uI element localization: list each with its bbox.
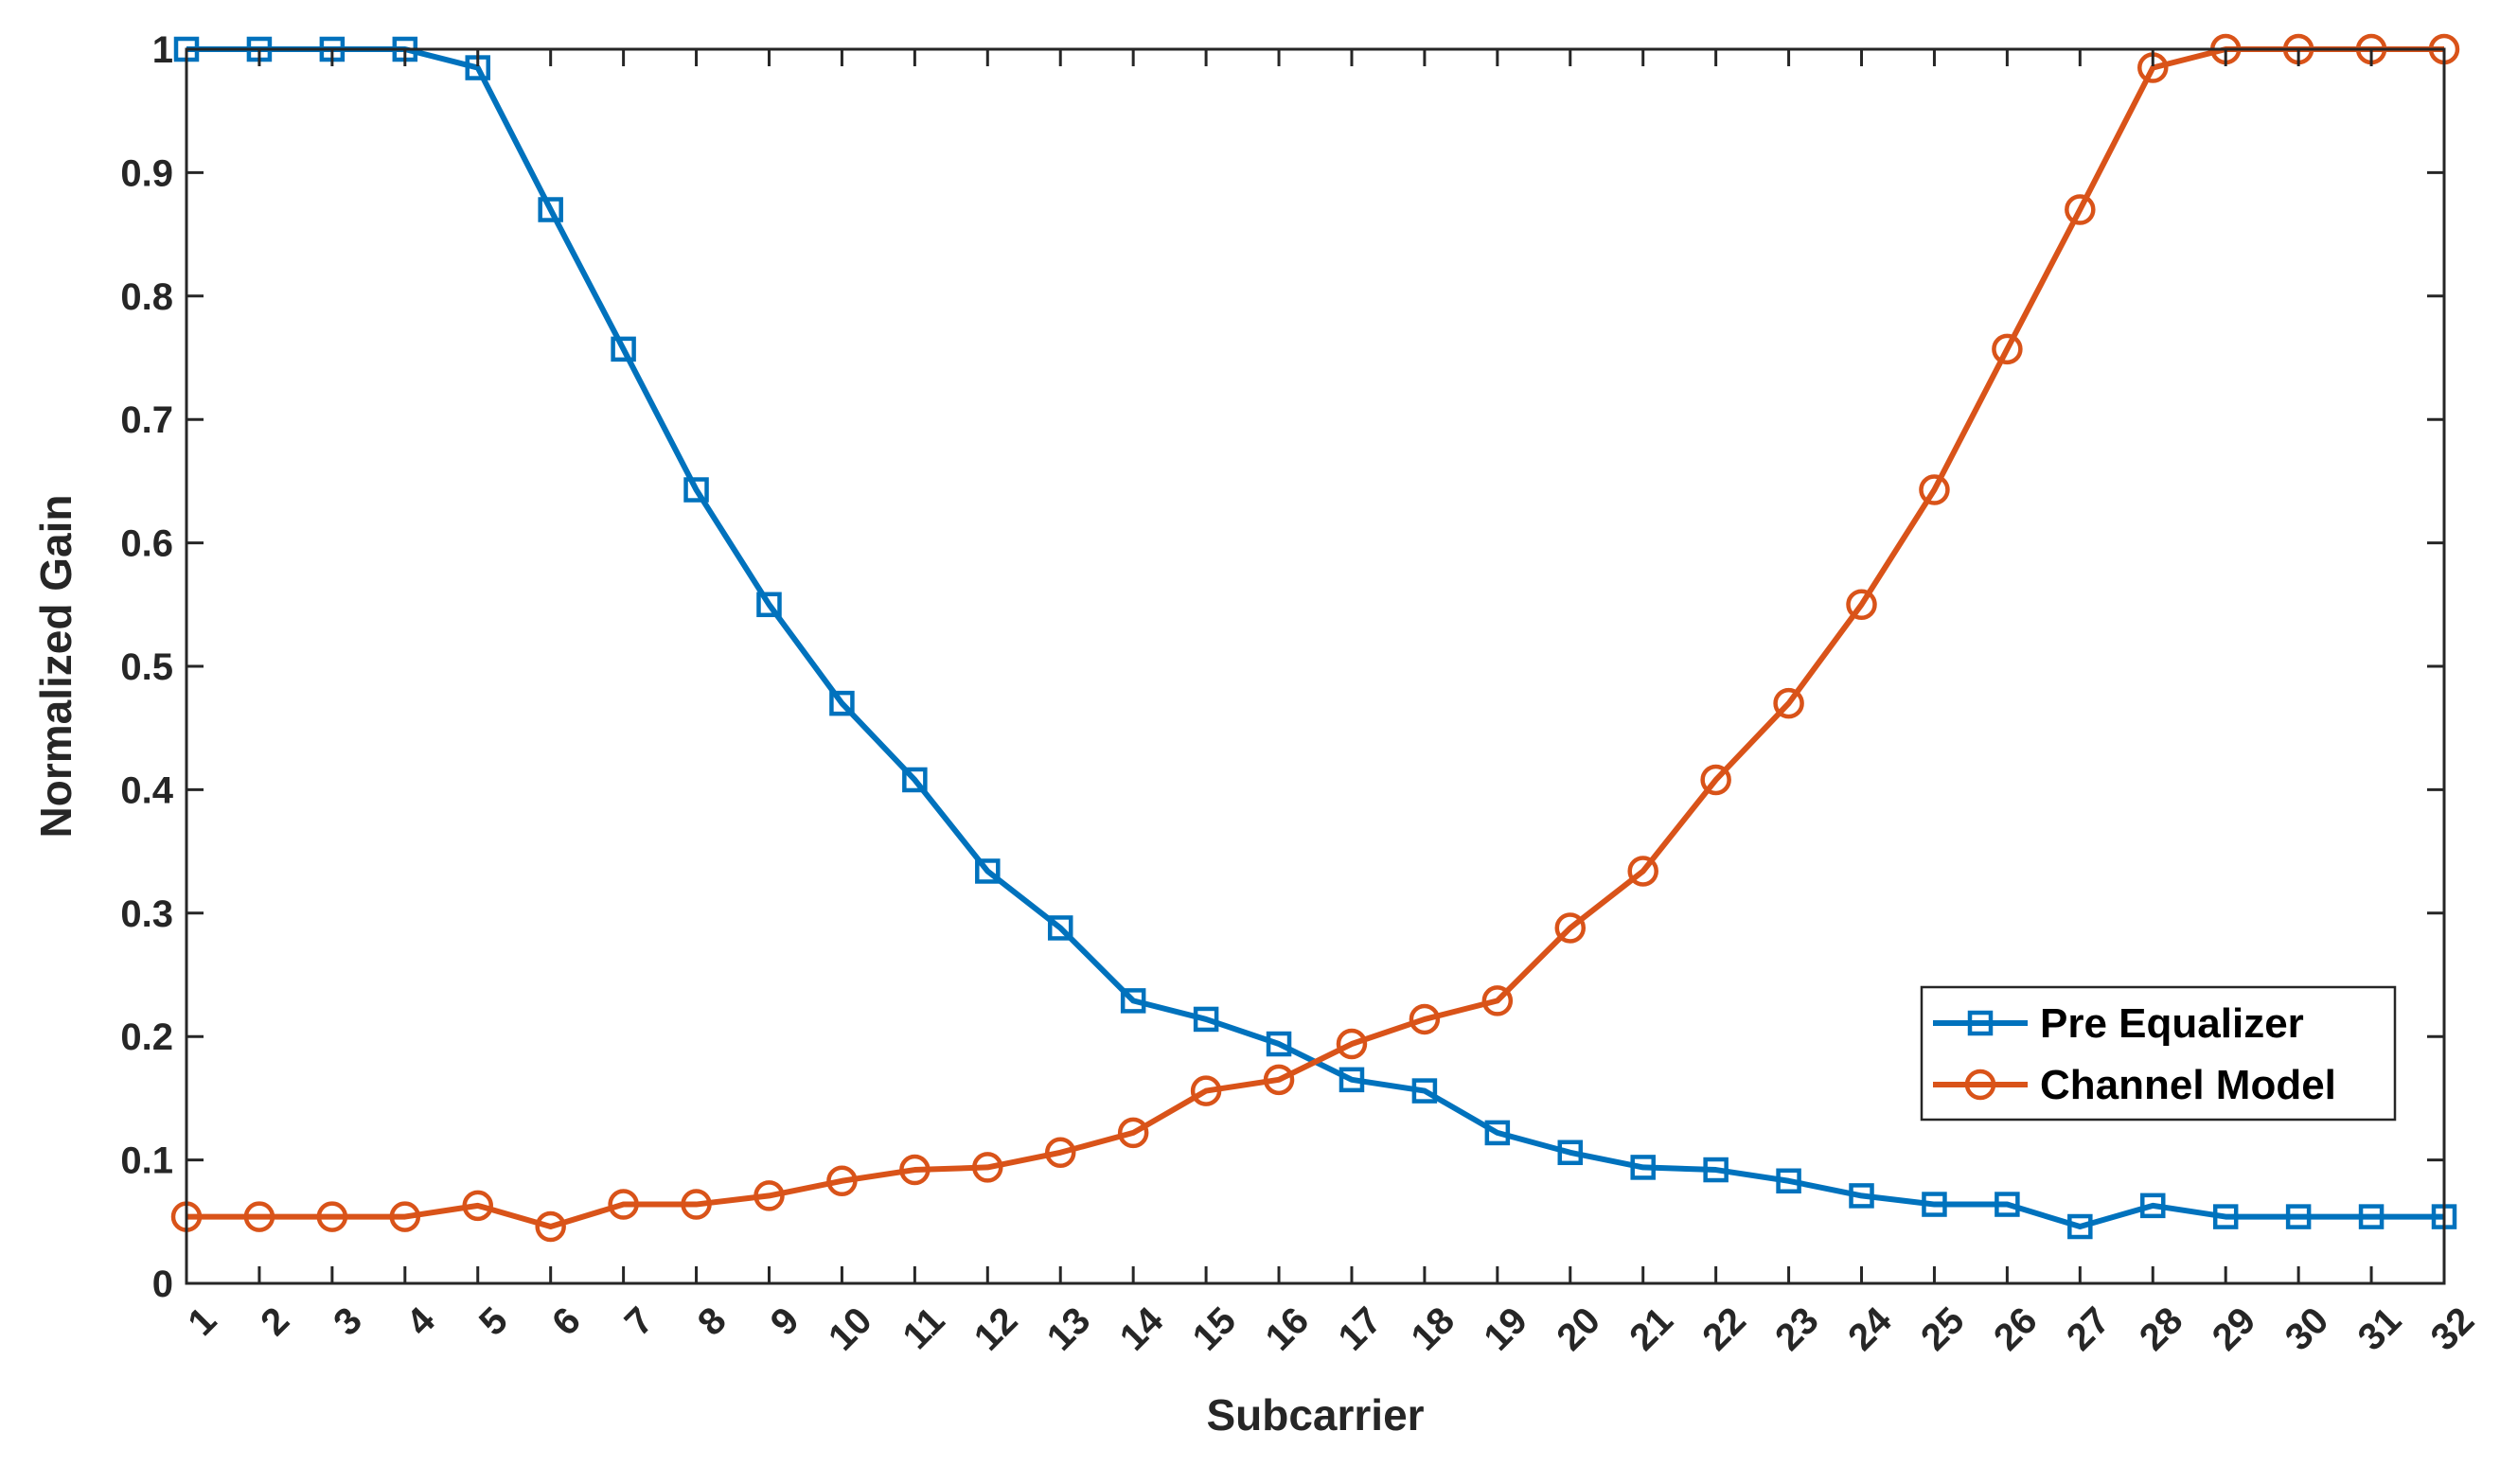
data-point-circle xyxy=(316,1201,348,1232)
data-point-circle xyxy=(1190,1075,1222,1106)
y-tick-label: 0 xyxy=(152,1263,173,1305)
data-point-circle xyxy=(1627,856,1658,887)
legend-label: Pre Equalizer xyxy=(2040,1000,2304,1047)
data-point-circle xyxy=(754,1180,785,1211)
y-tick-label: 0.5 xyxy=(120,646,173,688)
data-point-square xyxy=(2285,1204,2312,1229)
data-point-circle xyxy=(1554,912,1587,944)
data-point-square xyxy=(1266,1031,1292,1057)
data-point-circle xyxy=(1044,1137,1076,1169)
y-axis-title: Normalized Gain xyxy=(31,495,80,839)
data-point-square xyxy=(2358,1204,2385,1229)
data-point-square xyxy=(1411,1078,1438,1104)
series-layer xyxy=(170,33,2460,1243)
data-point-square xyxy=(1995,1192,2020,1217)
y-tick-label: 0.9 xyxy=(120,152,173,194)
data-point-circle xyxy=(681,1189,712,1220)
data-point-square xyxy=(1193,1006,1219,1033)
data-point-circle xyxy=(1117,1117,1149,1149)
data-point-circle xyxy=(1773,687,1804,719)
data-point-square xyxy=(1776,1168,1801,1194)
legend-marker-circle xyxy=(1964,1069,1996,1101)
legend-marker-square xyxy=(1967,1010,1994,1036)
data-point-square xyxy=(2140,1192,2166,1219)
y-tick-label: 0.2 xyxy=(120,1016,173,1058)
data-point-circle xyxy=(899,1154,931,1186)
data-point-circle xyxy=(389,1201,421,1232)
data-point-circle xyxy=(462,1190,493,1222)
data-point-circle xyxy=(1263,1064,1295,1096)
data-point-square xyxy=(1849,1183,1874,1209)
data-point-circle xyxy=(1336,1028,1368,1060)
x-axis-title: Subcarrier xyxy=(1206,1390,1424,1440)
data-point-square xyxy=(1703,1157,1729,1183)
data-point-circle xyxy=(1846,589,1877,621)
data-point-square xyxy=(1922,1192,1947,1217)
data-point-circle xyxy=(1409,1003,1441,1035)
data-point-circle xyxy=(608,1189,639,1220)
y-tick-label: 1 xyxy=(152,29,173,71)
data-point-square xyxy=(611,336,636,362)
data-point-square xyxy=(1557,1140,1584,1166)
legend: Pre Equalizer Channel Model xyxy=(1920,985,2397,1122)
data-point-square xyxy=(975,858,1001,884)
y-tick-label: 0.8 xyxy=(120,276,173,318)
legend-box xyxy=(1920,985,2397,1122)
data-point-square xyxy=(1339,1067,1365,1093)
data-point-circle xyxy=(826,1165,858,1197)
data-point-square xyxy=(1047,915,1073,941)
y-axis: 0 0.1 0.2 0.3 0.4 0.5 0.6 0.7 0.8 0.9 1 xyxy=(120,29,2444,1305)
data-point-square xyxy=(829,690,855,716)
data-point-circle xyxy=(1481,985,1514,1016)
data-point-square xyxy=(538,197,563,222)
legend-label: Channel Model xyxy=(2040,1062,2336,1108)
data-point-square xyxy=(2067,1213,2093,1240)
data-point-circle xyxy=(243,1201,275,1232)
y-tick-label: 0.4 xyxy=(120,769,173,811)
data-point-square xyxy=(902,767,928,793)
data-point-circle xyxy=(535,1210,566,1243)
data-point-square xyxy=(683,477,709,503)
data-point-circle xyxy=(972,1152,1003,1183)
data-point-circle xyxy=(1992,333,2023,365)
data-point-square xyxy=(2212,1204,2239,1229)
data-point-circle xyxy=(1700,764,1731,796)
data-point-circle xyxy=(1919,474,1950,505)
data-point-square xyxy=(756,592,782,618)
data-point-square xyxy=(1484,1120,1511,1146)
data-point-square xyxy=(1630,1155,1656,1180)
data-point-square xyxy=(1120,988,1146,1014)
y-tick-label: 0.7 xyxy=(120,399,173,441)
y-tick-label: 0.3 xyxy=(120,893,173,935)
y-tick-label: 0.6 xyxy=(120,523,173,565)
y-tick-label: 0.1 xyxy=(120,1140,173,1182)
data-point-circle xyxy=(2065,194,2096,225)
